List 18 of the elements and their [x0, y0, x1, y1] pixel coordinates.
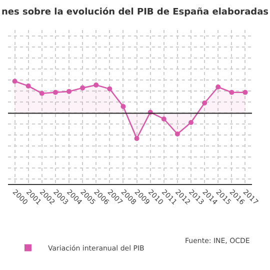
point	[120, 104, 126, 109]
point	[202, 100, 208, 106]
point	[161, 116, 166, 122]
point	[134, 136, 140, 141]
point	[188, 120, 194, 125]
point	[39, 90, 44, 96]
point	[216, 84, 221, 90]
point	[174, 132, 180, 137]
chart-title: nes sobre la evolución del PIB de España elaboradas	[1, 6, 269, 18]
point	[12, 78, 18, 84]
point	[80, 85, 86, 90]
point	[107, 86, 112, 92]
point	[26, 84, 31, 89]
point	[52, 90, 58, 95]
point	[229, 90, 234, 95]
point	[94, 82, 99, 88]
point	[66, 88, 72, 94]
point	[242, 90, 248, 95]
